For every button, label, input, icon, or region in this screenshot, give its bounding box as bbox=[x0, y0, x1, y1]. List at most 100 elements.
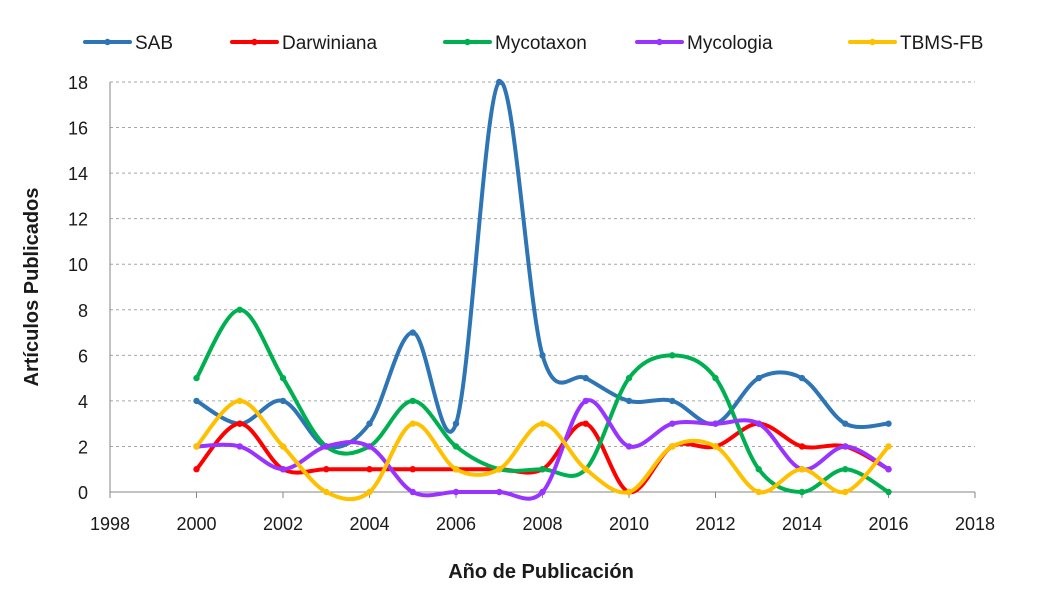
x-tick-label: 2000 bbox=[176, 514, 216, 534]
data-point-sab bbox=[798, 374, 806, 382]
x-tick-label: 2012 bbox=[695, 514, 735, 534]
y-tick-label: 16 bbox=[68, 119, 88, 139]
legend-item-sab: SAB bbox=[83, 33, 173, 54]
y-tick-label: 8 bbox=[78, 301, 88, 321]
data-point-mycologia bbox=[409, 488, 416, 496]
grid bbox=[110, 81, 975, 447]
data-point-mycologia bbox=[712, 420, 719, 427]
data-point-tbms-fb bbox=[885, 443, 892, 450]
data-point-sab bbox=[496, 78, 503, 86]
y-tick-label: 18 bbox=[68, 73, 88, 93]
data-point-mycologia bbox=[496, 488, 503, 496]
data-point-sab bbox=[193, 397, 200, 405]
y-axis-title: Artículos Publicados bbox=[21, 188, 43, 387]
data-point-mycotaxon bbox=[236, 306, 243, 313]
x-tick-label: 2016 bbox=[868, 514, 908, 534]
data-point-darwiniana bbox=[798, 443, 806, 450]
legend-marker bbox=[869, 38, 876, 46]
data-point-mycotaxon bbox=[452, 443, 460, 450]
data-point-mycologia bbox=[625, 443, 633, 450]
data-point-mycologia bbox=[669, 420, 676, 427]
data-point-darwiniana bbox=[409, 466, 416, 473]
legend-marker bbox=[104, 38, 111, 46]
data-point-sab bbox=[582, 374, 589, 382]
y-tick-label: 2 bbox=[78, 437, 88, 457]
data-point-tbms-fb bbox=[842, 488, 849, 496]
data-point-sab bbox=[452, 420, 460, 427]
legend: SAB Darwiniana Mycotaxon Mycologia TBMS-FB bbox=[83, 33, 983, 54]
data-point-sab bbox=[669, 397, 676, 405]
y-tick-label: 14 bbox=[68, 164, 88, 184]
legend-marker bbox=[251, 38, 258, 46]
data-point-sab bbox=[409, 329, 416, 336]
data-point-mycotaxon bbox=[539, 466, 546, 473]
data-point-mycotaxon bbox=[755, 466, 762, 473]
data-point-sab bbox=[539, 352, 546, 359]
data-point-tbms-fb bbox=[712, 443, 719, 450]
data-point-tbms-fb bbox=[625, 488, 633, 496]
data-point-mycotaxon bbox=[842, 466, 849, 473]
data-point-mycotaxon bbox=[798, 488, 806, 496]
data-point-mycologia bbox=[539, 488, 546, 496]
data-point-tbms-fb bbox=[798, 466, 806, 473]
x-tick-label: 1998 bbox=[90, 514, 130, 534]
x-tick-label: 2008 bbox=[522, 514, 562, 534]
data-point-sab bbox=[755, 374, 762, 382]
data-point-darwiniana bbox=[323, 466, 330, 473]
data-point-darwiniana bbox=[193, 466, 200, 473]
y-tick-label: 12 bbox=[68, 210, 88, 230]
data-point-mycologia bbox=[755, 420, 762, 427]
data-point-tbms-fb bbox=[755, 488, 762, 496]
legend-item-mycologia: Mycologia bbox=[635, 33, 773, 54]
data-point-mycotaxon bbox=[409, 397, 416, 405]
x-tick-label: 2006 bbox=[436, 514, 476, 534]
data-point-mycologia bbox=[366, 443, 373, 450]
data-point-darwiniana bbox=[366, 466, 373, 473]
legend-label: Darwiniana bbox=[282, 33, 377, 54]
data-point-sab bbox=[842, 420, 849, 427]
data-point-tbms-fb bbox=[539, 420, 546, 427]
data-point-mycotaxon bbox=[193, 374, 200, 382]
legend-label: Mycotaxon bbox=[495, 33, 587, 54]
x-tick-label: 2004 bbox=[349, 514, 389, 534]
data-point-mycologia bbox=[323, 443, 330, 450]
y-tick-label: 6 bbox=[78, 346, 88, 366]
data-point-tbms-fb bbox=[582, 466, 589, 473]
data-point-sab bbox=[366, 420, 373, 427]
legend-label: SAB bbox=[135, 33, 173, 54]
legend-marker bbox=[464, 38, 471, 46]
legend-item-darwiniana: Darwiniana bbox=[230, 33, 377, 54]
data-point-tbms-fb bbox=[366, 488, 373, 496]
legend-label: Mycologia bbox=[687, 33, 773, 54]
data-point-darwiniana bbox=[236, 420, 243, 427]
legend-marker bbox=[656, 38, 663, 46]
series-layer bbox=[193, 78, 892, 502]
series-tbms-fb bbox=[193, 397, 892, 502]
x-tick-label: 2014 bbox=[782, 514, 822, 534]
data-point-sab bbox=[625, 397, 633, 405]
data-point-mycologia bbox=[452, 488, 460, 496]
data-point-mycologia bbox=[842, 443, 849, 450]
axes: 0 2 4 6 8 10 12 14 16 18 1998 2000 2002 2004 2006 2008 2… bbox=[68, 73, 995, 534]
data-point-tbms-fb bbox=[279, 443, 287, 450]
data-point-mycologia bbox=[582, 397, 589, 405]
data-point-tbms-fb bbox=[236, 397, 243, 405]
y-tick-label: 10 bbox=[68, 255, 88, 275]
data-point-mycotaxon bbox=[669, 352, 676, 359]
legend-label: TBMS-FB bbox=[900, 33, 983, 54]
data-point-tbms-fb bbox=[669, 443, 676, 450]
data-point-sab bbox=[885, 420, 892, 427]
data-point-tbms-fb bbox=[193, 443, 200, 450]
data-point-darwiniana bbox=[582, 420, 589, 427]
x-tick-label: 2002 bbox=[263, 514, 303, 534]
x-tick-label: 2010 bbox=[609, 514, 649, 534]
data-point-mycologia bbox=[236, 443, 243, 450]
data-point-mycotaxon bbox=[279, 374, 287, 382]
data-point-tbms-fb bbox=[323, 488, 330, 496]
legend-item-mycotaxon: Mycotaxon bbox=[443, 33, 587, 54]
data-point-mycologia bbox=[279, 466, 287, 473]
data-point-sab bbox=[279, 397, 287, 405]
series-line-darwiniana bbox=[194, 421, 891, 495]
